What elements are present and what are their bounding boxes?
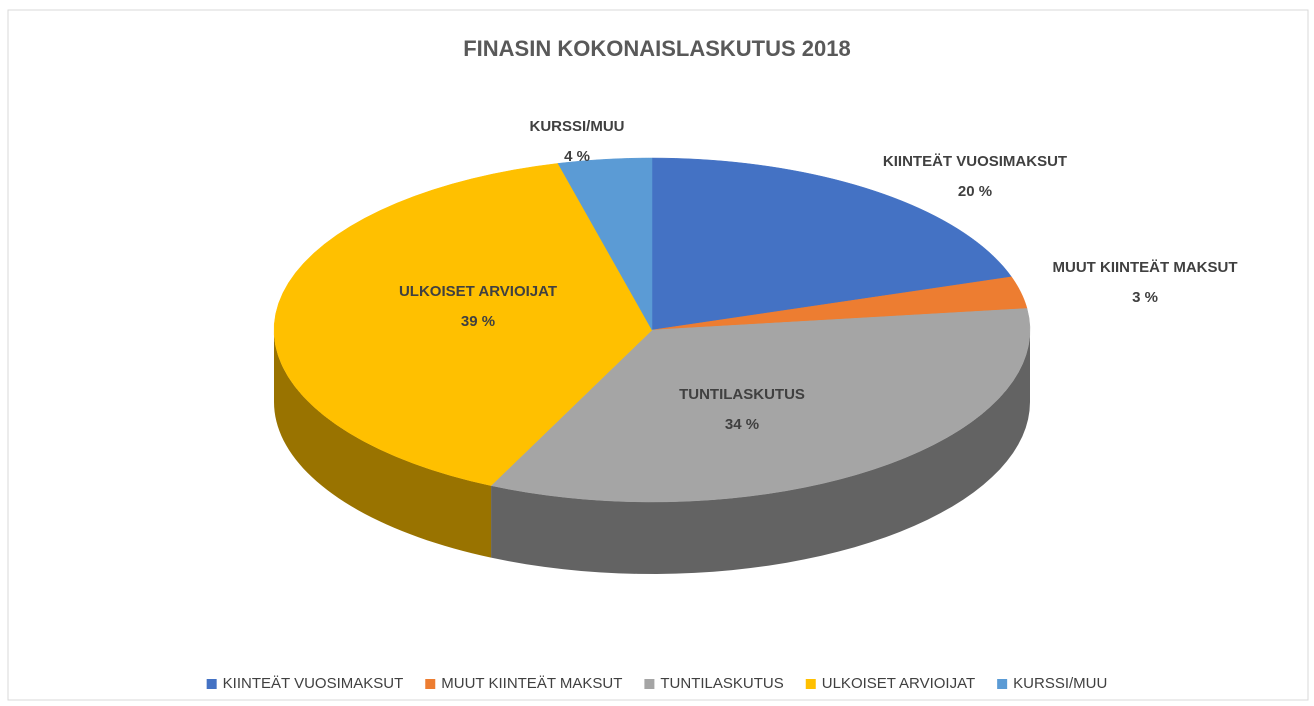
legend-swatch (425, 679, 436, 689)
legend-label: TUNTILASKUTUS (660, 675, 783, 692)
legend-label: ULKOISET ARVIOIJAT (822, 675, 975, 692)
data-label-name: KURSSI/MUU (529, 118, 624, 135)
data-label-value: 3 % (1132, 289, 1158, 306)
legend-label: MUUT KIINTEÄT MAKSUT (441, 675, 622, 692)
slice-side (274, 330, 492, 558)
slice (651, 157, 1012, 331)
chart-title: FINASIN KOKONAISLASKUTUS 2018 (463, 36, 851, 61)
data-label-name: ULKOISET ARVIOIJAT (399, 283, 557, 300)
data-label-value: 34 % (725, 416, 759, 433)
slice-side (491, 330, 1030, 574)
legend: KIINTEÄT VUOSIMAKSUT MUUT KIINTEÄT MAKSUT… (206, 675, 1107, 692)
slice (490, 308, 1031, 503)
data-label-value: 39 % (461, 313, 495, 330)
legend-swatch (644, 679, 655, 689)
legend-swatch (805, 679, 816, 689)
slice (273, 163, 653, 486)
data-label-value: 4 % (564, 148, 590, 165)
data-label-name: MUUT KIINTEÄT MAKSUT (1053, 259, 1238, 276)
slice (651, 276, 1028, 331)
data-label-value: 20 % (958, 183, 992, 200)
data-label-name: TUNTILASKUTUS (679, 386, 805, 403)
legend-swatch (206, 679, 217, 689)
slice (557, 157, 653, 331)
legend-label: KIINTEÄT VUOSIMAKSUT (223, 675, 404, 692)
legend-label: KURSSI/MUU (1013, 675, 1107, 692)
legend-swatch (997, 679, 1008, 689)
data-label-name: KIINTEÄT VUOSIMAKSUT (883, 153, 1067, 170)
